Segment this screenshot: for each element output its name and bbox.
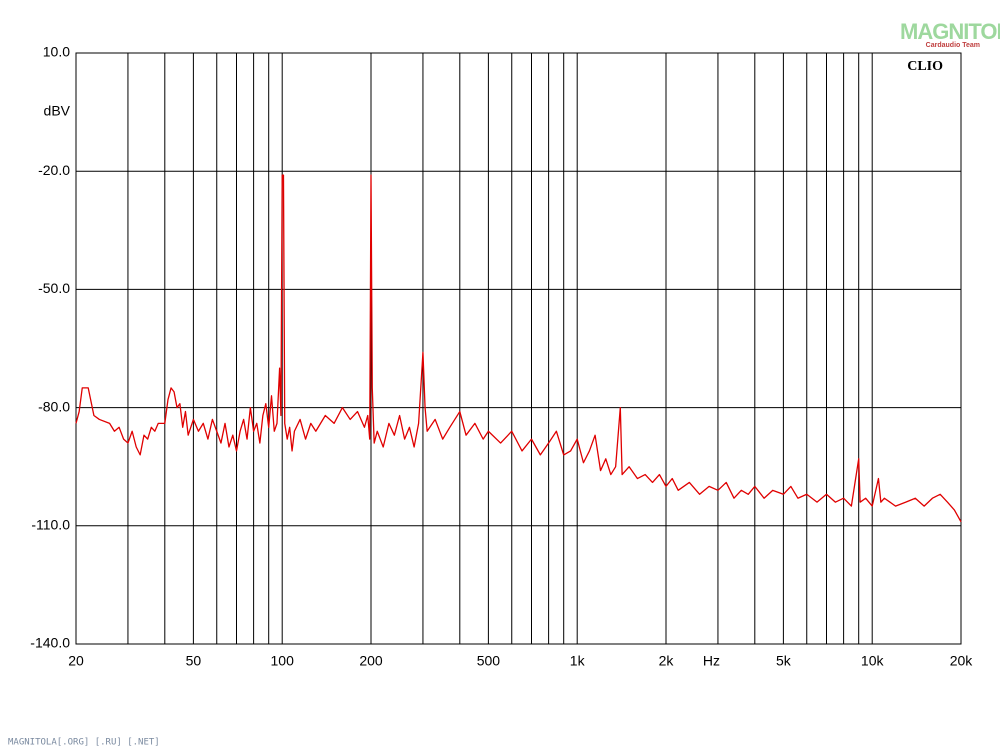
x-axis-label: Hz: [703, 653, 720, 669]
y-tick-label: -80.0: [38, 398, 70, 414]
y-tick-label: -50.0: [38, 280, 70, 296]
x-tick-label: 10k: [861, 653, 885, 669]
x-tick-label: 5k: [776, 653, 792, 669]
brand: CLIO: [907, 59, 943, 74]
footer: MAGNITOLA[.ORG] [.RU] [.NET]: [8, 738, 160, 748]
y-tick-label: -20.0: [38, 162, 70, 178]
x-tick-label: 200: [359, 653, 383, 669]
y-tick-label: 10.0: [43, 44, 70, 60]
x-tick-label: 500: [477, 653, 501, 669]
spectrum-line: [75, 174, 962, 523]
watermark-sub: Cardaudio Team: [926, 42, 980, 49]
x-tick-label: 20k: [950, 653, 974, 669]
y-tick-label: -110.0: [31, 517, 70, 533]
x-tick-label: 50: [186, 653, 202, 669]
x-tick-label: 2k: [659, 653, 675, 669]
y-tick-label: -140.0: [30, 635, 70, 651]
y-axis-label: dBV: [44, 103, 71, 119]
x-tick-label: 1k: [570, 653, 586, 669]
watermark: MAGNITOLA: [900, 19, 1000, 44]
plot-frame: [75, 52, 962, 645]
x-tick-label: 20: [68, 653, 84, 669]
x-tick-label: 100: [271, 653, 295, 669]
